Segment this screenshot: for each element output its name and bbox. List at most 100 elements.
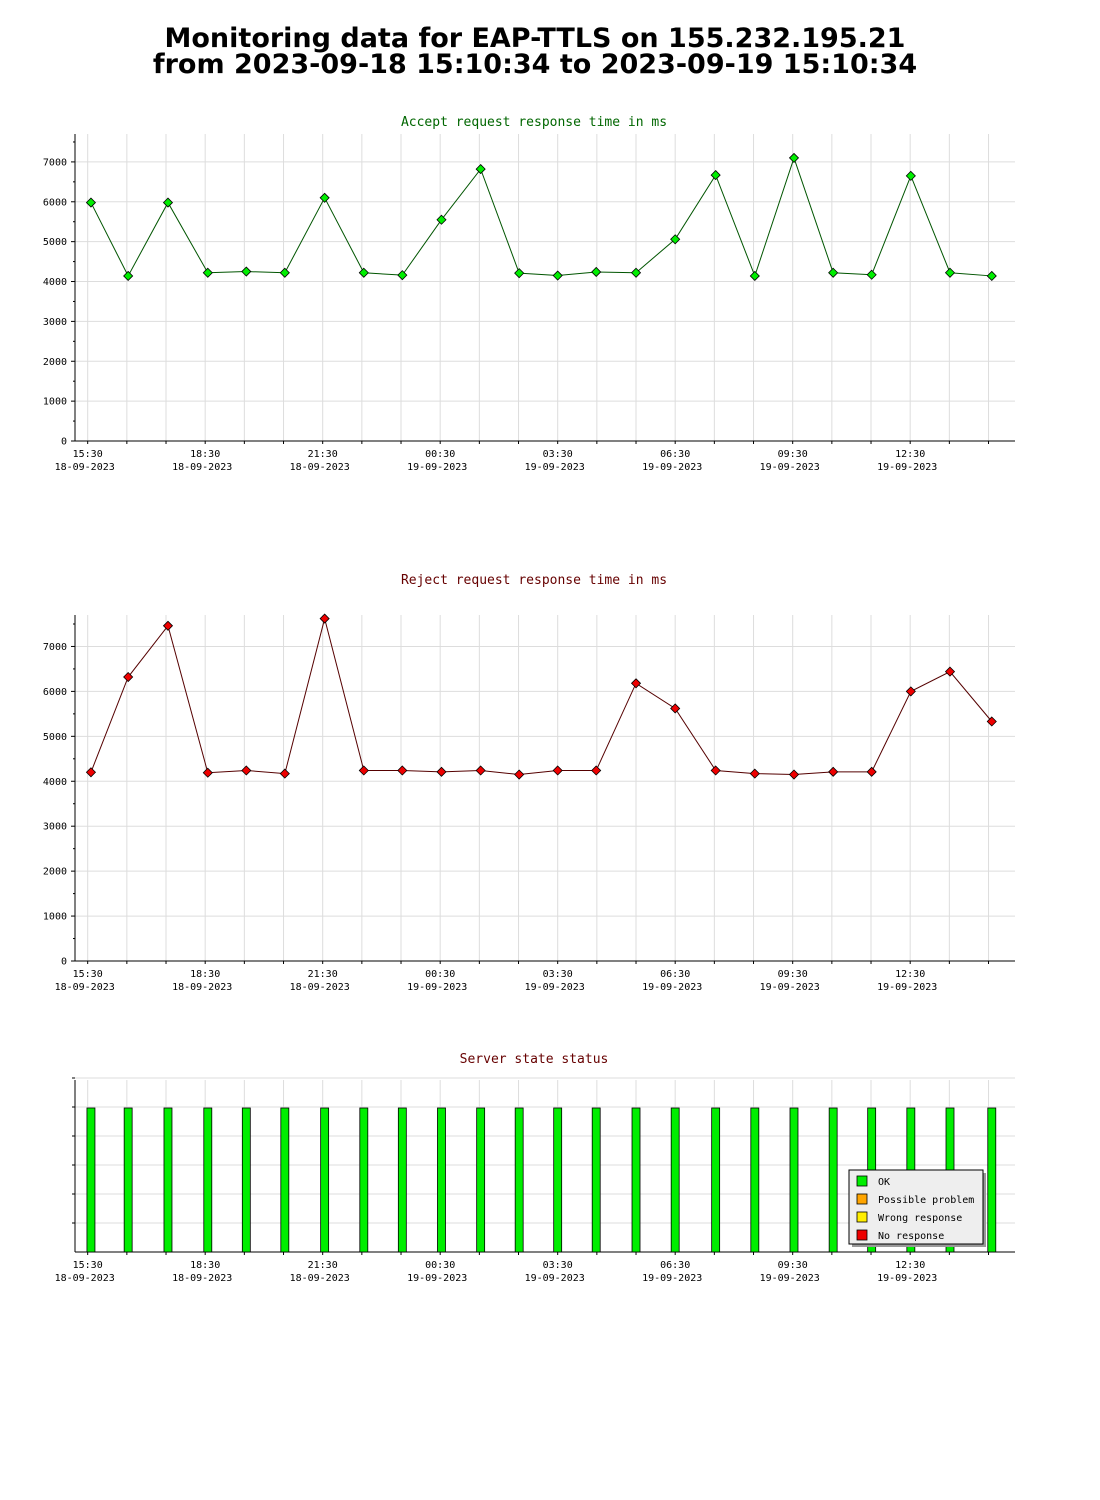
status-bar bbox=[123, 1107, 133, 1253]
reject-y-tick-label: 2000 bbox=[43, 867, 67, 878]
reject-y-tick-label: 6000 bbox=[43, 687, 67, 698]
reject-x-tick-date: 19-09-2023 bbox=[877, 982, 937, 993]
accept-data-point bbox=[591, 266, 602, 278]
reject-x-tick-date: 19-09-2023 bbox=[642, 982, 702, 993]
status-x-tick-time: 12:30 bbox=[895, 1260, 925, 1271]
status-bar bbox=[670, 1107, 680, 1253]
accept-data-point bbox=[436, 214, 447, 225]
accept-x-tick-time: 06:30 bbox=[660, 449, 690, 460]
accept-x-tick-date: 18-09-2023 bbox=[290, 462, 350, 473]
accept-data-point bbox=[514, 268, 525, 279]
accept-data-point bbox=[475, 164, 486, 175]
accept-data-point bbox=[319, 192, 330, 203]
status-x-tick-date: 19-09-2023 bbox=[760, 1273, 820, 1284]
reject-x-tick-time: 15:30 bbox=[73, 969, 103, 980]
status-bar bbox=[789, 1107, 799, 1253]
legend-no-response-swatch bbox=[856, 1229, 868, 1241]
accept-y-tick-label: 3000 bbox=[43, 317, 67, 328]
reject-response-chart: 0 1000 2000 3000 4000 5000 6000 7000 15:30 18-09-… bbox=[43, 613, 1015, 993]
reject-data-point bbox=[630, 678, 642, 689]
accept-y-tick-label: 1000 bbox=[43, 397, 67, 408]
accept-x-tick-date: 19-09-2023 bbox=[760, 462, 820, 473]
legend-wrong-response-swatch bbox=[856, 1211, 868, 1223]
reject-x-tick-time: 00:30 bbox=[425, 969, 455, 980]
status-bar bbox=[320, 1107, 330, 1253]
accept-y-tick-label: 5000 bbox=[43, 237, 67, 248]
reject-y-tick-label: 5000 bbox=[43, 732, 67, 743]
accept-data-point bbox=[944, 267, 956, 278]
accept-data-point bbox=[202, 267, 213, 278]
status-x-tick-time: 21:30 bbox=[308, 1260, 338, 1271]
reject-data-point bbox=[514, 769, 525, 780]
status-x-tick-time: 09:30 bbox=[778, 1260, 808, 1271]
accept-data-point bbox=[866, 269, 877, 280]
accept-x-tick-time: 12:30 bbox=[895, 449, 925, 460]
reject-y-tick-label: 7000 bbox=[43, 642, 67, 653]
status-x-tick-time: 00:30 bbox=[425, 1260, 455, 1271]
status-bar bbox=[397, 1107, 407, 1253]
accept-data-point bbox=[905, 170, 916, 181]
status-x-tick-time: 18:30 bbox=[190, 1260, 220, 1271]
status-bar bbox=[280, 1107, 290, 1253]
reject-y-tick-label: 3000 bbox=[43, 822, 67, 833]
accept-data-point bbox=[630, 267, 642, 278]
status-bar bbox=[711, 1107, 721, 1253]
reject-x-tick-date: 18-09-2023 bbox=[290, 982, 350, 993]
accept-data-point bbox=[279, 267, 290, 278]
reject-data-point bbox=[241, 765, 252, 776]
reject-y-tick-label: 0 bbox=[61, 957, 67, 968]
accept-data-point bbox=[986, 270, 997, 282]
status-x-tick-time: 03:30 bbox=[543, 1260, 573, 1271]
accept-x-tick-date: 19-09-2023 bbox=[407, 462, 467, 473]
status-chart-title: Server state status bbox=[460, 1052, 609, 1067]
reject-data-point bbox=[749, 768, 760, 779]
status-x-tick-time: 06:30 bbox=[660, 1260, 690, 1271]
reject-data-point bbox=[986, 716, 997, 727]
reject-data-point bbox=[358, 765, 369, 776]
status-x-tick-date: 18-09-2023 bbox=[172, 1273, 232, 1284]
reject-x-tick-time: 09:30 bbox=[778, 969, 808, 980]
legend-wrong-response-label: Wrong response bbox=[878, 1213, 962, 1224]
status-bar bbox=[437, 1107, 446, 1253]
accept-x-tick-date: 18-09-2023 bbox=[55, 462, 115, 473]
reject-data-point bbox=[710, 765, 721, 776]
title-line-2: from 2023-09-18 15:10:34 to 2023-09-19 1… bbox=[152, 49, 918, 80]
accept-x-tick-time: 18:30 bbox=[190, 449, 220, 460]
reject-data-point bbox=[552, 765, 563, 776]
reject-series-line bbox=[90, 618, 993, 776]
reject-data-point bbox=[397, 765, 408, 776]
reject-data-point bbox=[162, 620, 174, 631]
status-bar bbox=[553, 1107, 563, 1253]
accept-series-line bbox=[90, 156, 992, 278]
reject-x-tick-date: 18-09-2023 bbox=[55, 982, 115, 993]
accept-chart-title: Accept request response time in ms bbox=[401, 115, 667, 130]
accept-data-point bbox=[241, 266, 252, 277]
reject-chart-title: Reject request response time in ms bbox=[401, 573, 667, 588]
accept-data-point bbox=[162, 197, 174, 208]
reject-x-tick-time: 18:30 bbox=[190, 969, 220, 980]
reject-data-point bbox=[319, 613, 330, 624]
status-x-tick-time: 15:30 bbox=[73, 1260, 103, 1271]
accept-x-tick-time: 00:30 bbox=[425, 449, 455, 460]
reject-data-point bbox=[670, 703, 681, 714]
reject-data-point bbox=[123, 671, 134, 683]
accept-x-tick-date: 19-09-2023 bbox=[642, 462, 702, 473]
reject-data-point bbox=[788, 769, 800, 780]
reject-y-tick-label: 1000 bbox=[43, 912, 67, 923]
legend-no-response-label: No response bbox=[878, 1231, 944, 1242]
accept-data-point bbox=[710, 170, 721, 181]
status-bar bbox=[631, 1107, 641, 1253]
reject-y-tick-label: 4000 bbox=[43, 777, 67, 788]
legend-box bbox=[848, 1169, 984, 1245]
accept-x-tick-time: 09:30 bbox=[778, 449, 808, 460]
status-x-tick-date: 19-09-2023 bbox=[877, 1273, 937, 1284]
status-bar bbox=[750, 1107, 760, 1253]
reject-x-tick-date: 19-09-2023 bbox=[760, 982, 820, 993]
status-bar bbox=[359, 1107, 369, 1253]
legend-ok-label: OK bbox=[878, 1177, 890, 1188]
accept-data-point bbox=[828, 267, 839, 278]
accept-data-point bbox=[788, 152, 800, 163]
status-bar bbox=[987, 1107, 997, 1253]
reject-data-point bbox=[905, 686, 916, 697]
status-bar bbox=[514, 1107, 524, 1253]
